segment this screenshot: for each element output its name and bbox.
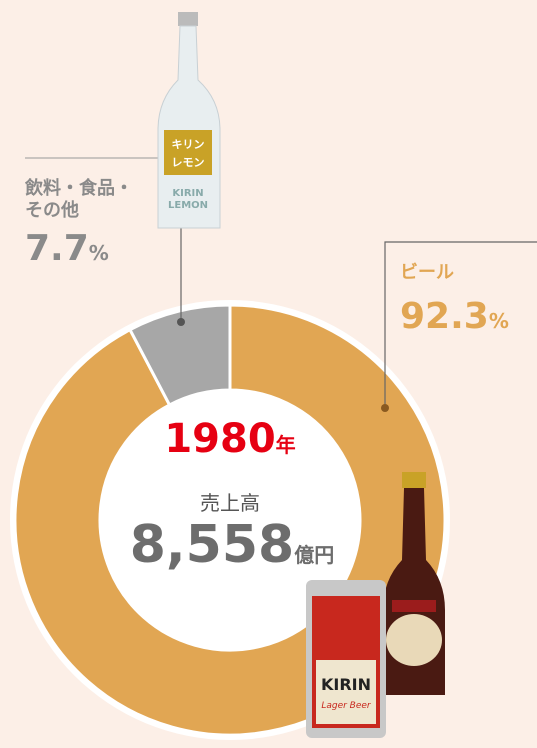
svg-text:キリン: キリン (172, 138, 205, 151)
percent-value: 7.7 (25, 228, 89, 269)
beer-can: KIRIN Lager Beer (306, 580, 386, 738)
amount: 8,558億円 (130, 515, 334, 575)
year: 1980年 (164, 416, 295, 462)
beer-bottle (383, 472, 445, 695)
svg-text:LEMON: LEMON (168, 200, 208, 211)
category-label: 飲料・食品・その他 (25, 178, 133, 221)
percent-unit: % (488, 309, 509, 333)
amount-unit: 億円 (294, 543, 334, 567)
leader-dot (381, 404, 389, 412)
center-label: 売上高 (200, 491, 260, 515)
amount-value: 8,558 (130, 515, 294, 575)
svg-text:Lager Beer: Lager Beer (321, 701, 372, 711)
svg-text:レモン: レモン (172, 156, 205, 169)
year-unit: 年 (276, 433, 296, 457)
svg-text:KIRIN: KIRIN (321, 675, 371, 694)
donut (10, 300, 450, 740)
svg-text:KIRIN: KIRIN (172, 188, 203, 199)
percent-label: 7.7% (25, 228, 109, 269)
leader-line (384, 241, 537, 408)
percent-label: 92.3% (400, 296, 509, 337)
year-value: 1980 (164, 416, 275, 462)
percent-value: 92.3 (400, 296, 489, 337)
lemon-bottle: キリン レモン KIRIN LEMON (157, 12, 221, 229)
category-label: ビール (400, 262, 454, 283)
donut-segment (127, 303, 232, 407)
leader-dot (177, 318, 185, 326)
donut-hole (101, 391, 359, 649)
percent-unit: % (88, 241, 109, 265)
